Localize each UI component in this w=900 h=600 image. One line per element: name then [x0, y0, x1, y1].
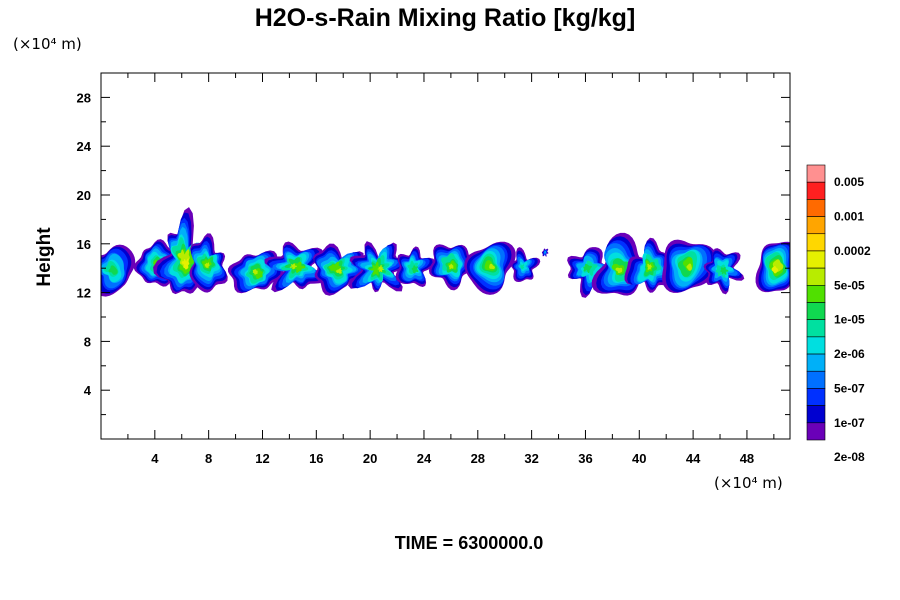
x-tick-label: 8 [205, 451, 212, 466]
y-tick-label: 16 [77, 237, 91, 252]
colorbar-swatch [806, 422, 826, 441]
cloud-cluster [510, 247, 541, 282]
x-tick-label: 32 [524, 451, 538, 466]
y-tick-label: 4 [84, 383, 92, 398]
cloud-contour-shell [377, 264, 385, 273]
y-axis-label: Height [34, 227, 55, 287]
x-tick-label: 24 [417, 451, 432, 466]
cloud-contour-shell [181, 258, 190, 270]
cloud-cluster [348, 241, 410, 293]
cloud-cluster [662, 239, 718, 293]
y-unit-label: (×10⁴ m) [13, 35, 82, 53]
cloud-contour-shell [108, 265, 118, 275]
x-tick-label: 40 [632, 451, 646, 466]
x-tick-label: 28 [471, 451, 485, 466]
colorbar-swatch [806, 319, 826, 338]
colorbar-swatch [806, 302, 826, 320]
colorbar-label: 2e-08 [834, 450, 865, 464]
cloud-cluster [541, 248, 549, 257]
cloud-contour-shell [289, 263, 298, 270]
colorbar-swatch [806, 405, 826, 424]
cloud-contour-shell [720, 266, 729, 275]
cloud-contour-shell [771, 266, 779, 274]
cloud-contour-shell [686, 263, 692, 271]
x-tick-label: 16 [309, 451, 323, 466]
cloud-contour-shell [772, 259, 784, 272]
colorbar-swatch [806, 181, 826, 200]
cloud-contour-shell [370, 261, 383, 276]
colorbar-swatch [806, 164, 826, 183]
cloud-contour-shell [489, 263, 495, 269]
colorbar-label: 2e-06 [834, 347, 865, 361]
cloud-cluster [624, 237, 673, 293]
colorbar-label: 1e-07 [834, 416, 865, 430]
cloud-cluster [101, 244, 136, 297]
colorbar-label: 0.0002 [834, 244, 871, 258]
cloud-contour-shell [448, 263, 454, 269]
cloud-contour-shell [335, 268, 343, 274]
x-tick-label: 12 [255, 451, 269, 466]
cloud-contour-shell [520, 264, 525, 270]
colorbar-label: 0.005 [834, 175, 864, 189]
plot-area [101, 207, 790, 298]
cloud-contour-shell [647, 263, 652, 270]
cloud-cluster [313, 243, 369, 296]
colorbar-swatch [806, 233, 826, 252]
colorbar-swatch [806, 267, 826, 286]
cloud-cluster [567, 247, 614, 298]
cloud-cluster [395, 246, 436, 287]
colorbar-swatch [806, 250, 826, 269]
x-tick-label: 36 [578, 451, 592, 466]
y-tick-label: 24 [77, 139, 92, 154]
colorbar-swatch [806, 370, 826, 389]
x-tick-label: 44 [686, 451, 701, 466]
colorbar-swatch [806, 353, 826, 372]
x-tick-label: 48 [740, 451, 754, 466]
x-tick-label: 20 [363, 451, 377, 466]
cloud-contour-shell [615, 267, 623, 274]
cloud-cluster [464, 241, 516, 295]
plot-frame [100, 72, 791, 440]
colorbar-swatch [806, 336, 826, 355]
colorbar-swatch [806, 216, 826, 235]
cloud-contour-shell [204, 262, 210, 268]
colorbar-label: 0.001 [834, 210, 864, 224]
cloud-contour-shell [252, 269, 258, 275]
colorbar: 0.005 0.001 0.0002 5e-05 1e-05 2e-06 5e-07 1e-0… [806, 164, 871, 464]
cloud-cluster [264, 241, 324, 293]
cloud-cluster [755, 241, 790, 293]
y-tick-label: 12 [77, 286, 91, 301]
cloud-cluster [189, 233, 228, 293]
colorbar-label: 5e-07 [834, 381, 865, 395]
colorbar-label: 5e-05 [834, 278, 865, 292]
time-label: TIME = 6300000.0 [395, 533, 544, 553]
cloud-cluster [428, 244, 473, 291]
x-tick-label: 4 [151, 451, 159, 466]
cloud-contour-shell [583, 263, 592, 274]
chart-title: H2O-s-Rain Mixing Ratio [kg/kg] [255, 4, 636, 32]
cloud-contour-shell [411, 265, 419, 274]
colorbar-swatch [806, 199, 826, 217]
colorbar-swatch [806, 388, 826, 406]
colorbar-swatch [806, 285, 826, 303]
y-tick-label: 20 [77, 188, 91, 203]
y-tick-label: 8 [84, 334, 91, 349]
x-unit-label: (×10⁴ m) [714, 474, 783, 492]
y-tick-label: 28 [77, 90, 91, 105]
colorbar-label: 1e-05 [834, 313, 865, 327]
cloud-cluster [703, 248, 745, 295]
cloud-contour-shell [544, 250, 547, 254]
